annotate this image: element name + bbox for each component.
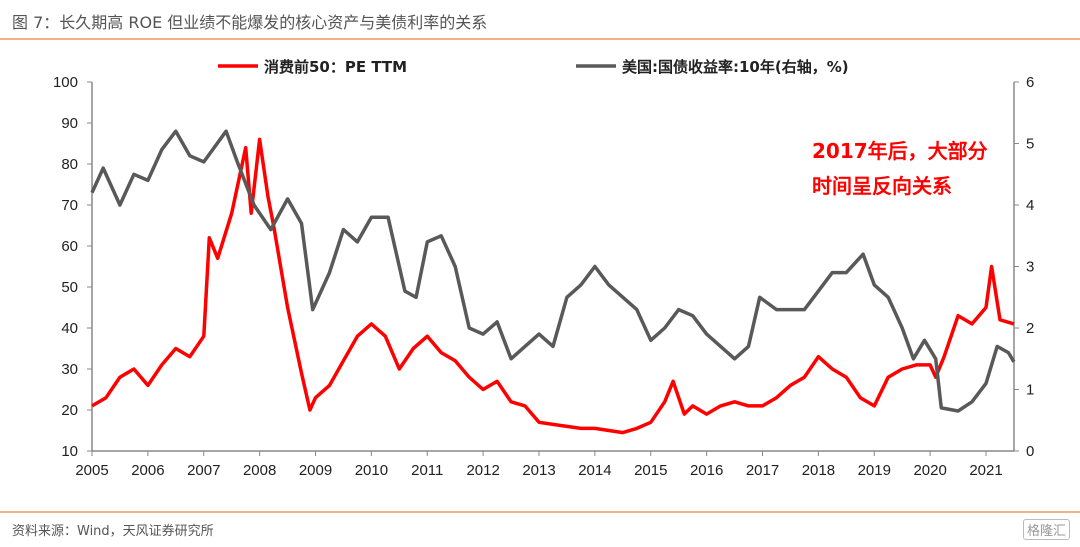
x-tick-label: 2012 [466, 462, 499, 479]
watermark-logo: 格隆汇 [1022, 519, 1070, 540]
x-tick-label: 2016 [690, 462, 723, 479]
x-tick-label: 2008 [243, 462, 276, 479]
x-tick-label: 2009 [299, 462, 332, 479]
pe-ttm-line [91, 137, 1015, 435]
y-left-tick-label: 30 [61, 361, 78, 378]
y-left-tick-label: 80 [61, 156, 78, 173]
x-tick-label: 2020 [913, 462, 946, 479]
legend-label: 消费前50：PE TTM [264, 58, 407, 76]
y-right-tick-label: 0 [1026, 443, 1034, 460]
y-right-tick-label: 6 [1026, 74, 1034, 91]
x-tick-label: 2017 [746, 462, 779, 479]
x-tick-label: 2006 [131, 462, 164, 479]
x-tick-label: 2021 [969, 462, 1002, 479]
header-divider [0, 38, 1080, 40]
x-tick-label: 2014 [578, 462, 611, 479]
y-left-tick-label: 20 [61, 402, 78, 419]
x-tick-label: 2011 [411, 462, 443, 479]
us-10y-yield-line [90, 129, 1016, 413]
y-right-tick-label: 4 [1026, 197, 1034, 214]
y-left-tick-label: 70 [61, 197, 78, 214]
y-left-tick-label: 10 [61, 443, 78, 460]
y-right-tick-label: 3 [1026, 259, 1034, 276]
y-right-tick-label: 5 [1026, 136, 1034, 153]
y-left-tick-label: 100 [53, 74, 78, 91]
x-tick-label: 2013 [522, 462, 555, 479]
y-left-tick-label: 50 [61, 279, 78, 296]
y-left-tick-label: 40 [61, 320, 78, 337]
x-tick-label: 2018 [802, 462, 835, 479]
y-right-tick-label: 2 [1026, 320, 1034, 337]
x-tick-label: 2019 [858, 462, 891, 479]
footer-divider [0, 511, 1080, 513]
annotation-line-1: 2017年后，大部分 [812, 139, 988, 163]
source-note: 资料来源：Wind，天风证券研究所 [12, 524, 214, 539]
y-right-tick-label: 1 [1026, 382, 1034, 399]
legend-label: 美国:国债收益率:10年(右轴，%) [622, 58, 849, 76]
y-left-tick-label: 60 [61, 238, 78, 255]
annotation-line-2: 时间呈反向关系 [812, 174, 952, 198]
x-tick-label: 2005 [75, 462, 108, 479]
y-left-tick-label: 90 [61, 115, 78, 132]
x-tick-label: 2015 [634, 462, 667, 479]
x-tick-label: 2007 [187, 462, 220, 479]
x-tick-label: 2010 [355, 462, 388, 479]
chart-title: 图 7：长久期高 ROE 但业绩不能爆发的核心资产与美债利率的关系 [12, 13, 488, 32]
